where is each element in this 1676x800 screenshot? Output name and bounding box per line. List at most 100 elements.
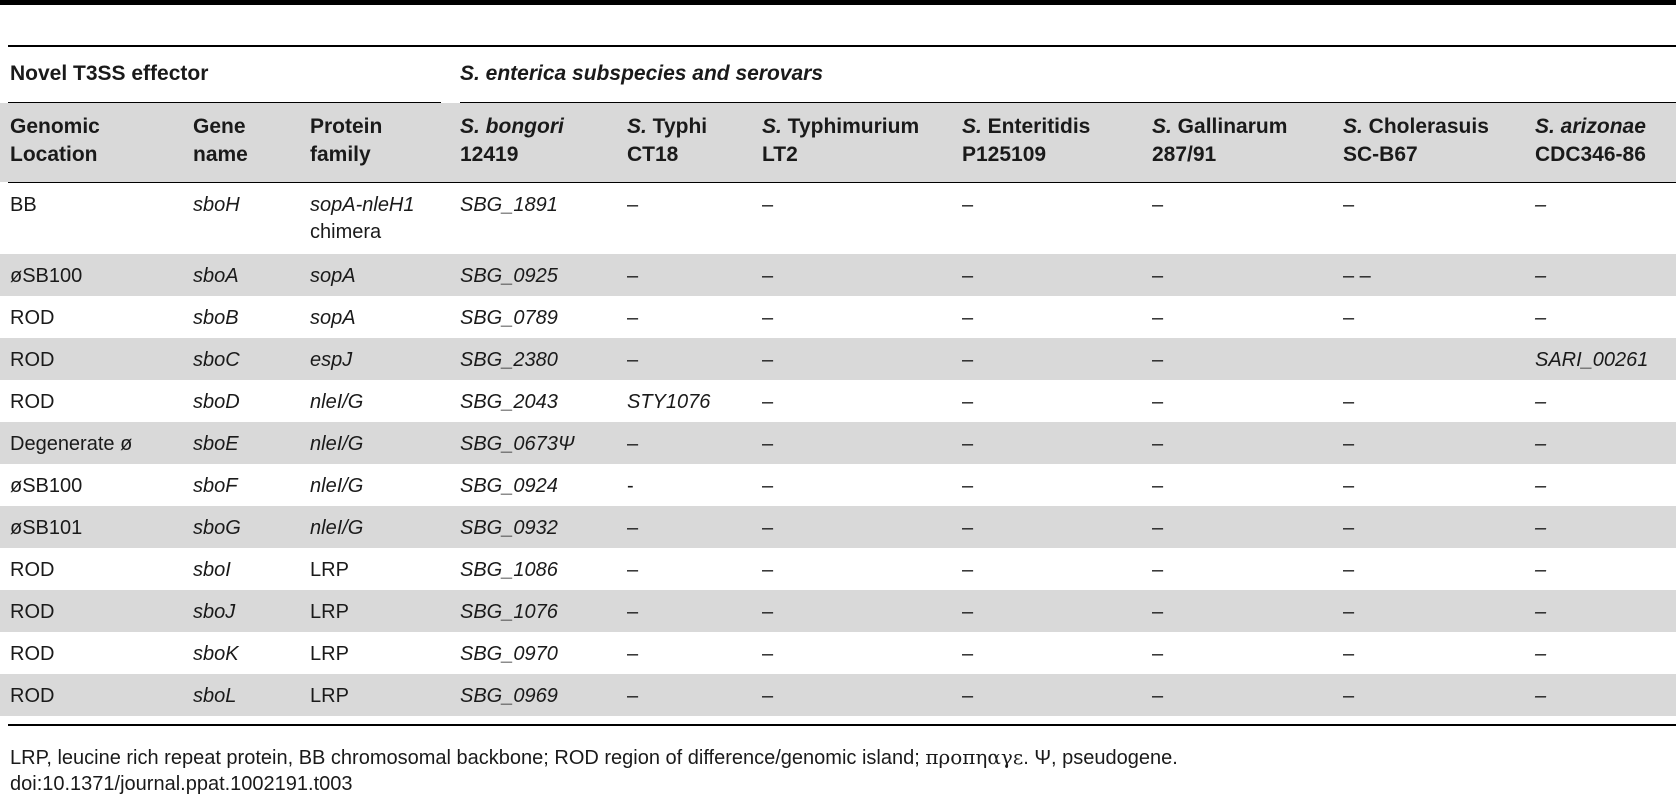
- cell-value: –: [962, 307, 974, 329]
- cell-protein-family: sopA-nleH1 chimera: [310, 192, 415, 246]
- cell-value: –: [627, 194, 639, 216]
- cell-s-cholerasuis: –: [1343, 557, 1354, 584]
- cell-value: sboH: [193, 194, 240, 216]
- table-row: øSB100 sboF nleI/G SBG_0924 - – – – – –: [0, 464, 1676, 506]
- cell-s-typhimurium: –: [762, 557, 773, 584]
- cell-gene-name: sboD: [193, 389, 240, 416]
- cell-s-typhi: STY1076: [627, 389, 710, 416]
- cell-genomic-location: ROD: [10, 683, 54, 710]
- cell-value: SBG_0970: [460, 643, 558, 665]
- cell-protein-family: LRP: [310, 641, 349, 668]
- cell-s-bongori: SBG_1891: [460, 192, 558, 219]
- column-header-italic: S.: [762, 115, 782, 138]
- column-header-line2: CDC346-86: [1535, 143, 1646, 166]
- cell-genomic-location: ROD: [10, 599, 54, 626]
- cell-value: –: [962, 685, 974, 707]
- column-header-line2: CT18: [627, 143, 679, 166]
- cell-s-enteritidis: –: [962, 515, 973, 542]
- cell-value: –: [1535, 601, 1547, 623]
- cell-s-arizonae: –: [1535, 557, 1546, 584]
- cell-gene-name: sboI: [193, 557, 231, 584]
- cell-s-cholerasuis: –: [1343, 473, 1354, 500]
- cell-value: –: [1535, 307, 1547, 329]
- column-header-line1: S. Enteritidis: [962, 113, 1090, 141]
- cell-value: ROD: [10, 685, 55, 707]
- cell-s-bongori: SBG_1076: [460, 599, 558, 626]
- column-header-s-bongori: S. bongori 12419: [460, 113, 564, 169]
- cell-s-arizonae: –: [1535, 431, 1546, 458]
- cell-value: nleI/G: [310, 433, 364, 455]
- column-header-italic: S. arizonae: [1535, 115, 1646, 138]
- column-header-line2: SC-B67: [1343, 143, 1418, 166]
- column-header-text: Typhimurium: [781, 115, 920, 138]
- cell-value: –: [1152, 475, 1164, 497]
- column-header-text: Gene: [193, 115, 246, 138]
- cell-value: -: [627, 475, 634, 497]
- cell-value: –: [1152, 433, 1164, 455]
- table-top-rule: [0, 0, 1676, 5]
- column-header-text: Cholerasuis: [1362, 115, 1489, 138]
- column-header-line1: S. Typhimurium: [762, 113, 919, 141]
- cell-s-gallinarum: –: [1152, 263, 1163, 290]
- cell-value: –: [1343, 517, 1355, 539]
- table-body: BB sboH sopA-nleH1 chimera SBG_1891 – – – – – – øSB…: [0, 183, 1676, 716]
- cell-s-cholerasuis: –: [1343, 599, 1354, 626]
- table-row: øSB100 sboA sopA SBG_0925 – – – – – – –: [0, 254, 1676, 296]
- column-header-s-typhi: S. Typhi CT18: [627, 113, 707, 169]
- cell-value: –: [762, 685, 774, 707]
- cell-s-arizonae: –: [1535, 263, 1546, 290]
- cell-value: –: [962, 391, 974, 413]
- table-row: ROD sboJ LRP SBG_1076 – – – – – –: [0, 590, 1676, 632]
- cell-value: ROD: [10, 559, 55, 581]
- cell-gene-name: sboA: [193, 263, 239, 290]
- cell-s-enteritidis: –: [962, 263, 973, 290]
- cell-protein-family: LRP: [310, 599, 349, 626]
- cell-value: –: [762, 475, 774, 497]
- column-header-line2: LT2: [762, 143, 798, 166]
- cell-value: –: [1343, 391, 1355, 413]
- cell-s-typhi: –: [627, 683, 638, 710]
- cell-s-gallinarum: –: [1152, 683, 1163, 710]
- cell-value: øSB100: [10, 475, 83, 497]
- cell-value: –: [1152, 601, 1164, 623]
- cell-s-arizonae: –: [1535, 515, 1546, 542]
- cell-value: –: [762, 559, 774, 581]
- cell-value: –: [762, 643, 774, 665]
- group-header-effector: Novel T3SS effector: [10, 62, 209, 85]
- cell-genomic-location: øSB100: [10, 263, 82, 290]
- column-header-line1: S. Typhi: [627, 113, 707, 141]
- cell-value: –: [962, 194, 974, 216]
- cell-value: –: [762, 601, 774, 623]
- column-header-italic: S. bongori: [460, 115, 564, 138]
- cell-genomic-location: BB: [10, 192, 37, 219]
- cell-s-cholerasuis: –: [1343, 389, 1354, 416]
- cell-value: –: [1152, 265, 1164, 287]
- cell-s-gallinarum: –: [1152, 389, 1163, 416]
- cell-s-typhi: –: [627, 641, 638, 668]
- cell-value: –: [962, 433, 974, 455]
- cell-value: SBG_0925: [460, 265, 558, 287]
- cell-s-typhimurium: –: [762, 641, 773, 668]
- cell-value: ROD: [10, 643, 55, 665]
- cell-value: –: [962, 265, 974, 287]
- cell-genomic-location: øSB101: [10, 515, 82, 542]
- table-bottom-rule: [8, 724, 1676, 726]
- column-header-genomic-location: Genomic Location: [10, 113, 100, 169]
- column-header-italic: S.: [1343, 115, 1363, 138]
- cell-genomic-location: ROD: [10, 557, 54, 584]
- column-header-text: Gallinarum: [1171, 115, 1288, 138]
- cell-value: LRP: [310, 685, 349, 707]
- cell-s-arizonae: –: [1535, 683, 1546, 710]
- cell-value: sopA: [310, 307, 356, 329]
- cell-value: SBG_0932: [460, 517, 558, 539]
- cell-value: SBG_1891: [460, 194, 558, 216]
- column-header-line1: Genomic: [10, 113, 100, 141]
- cell-s-typhimurium: –: [762, 473, 773, 500]
- cell-s-cholerasuis: –: [1343, 641, 1354, 668]
- cell-value: –: [1535, 643, 1547, 665]
- cell-value: ROD: [10, 601, 55, 623]
- cell-value: ROD: [10, 307, 55, 329]
- cell-value: –: [762, 307, 774, 329]
- cell-s-gallinarum: –: [1152, 557, 1163, 584]
- cell-value: sboI: [193, 559, 231, 581]
